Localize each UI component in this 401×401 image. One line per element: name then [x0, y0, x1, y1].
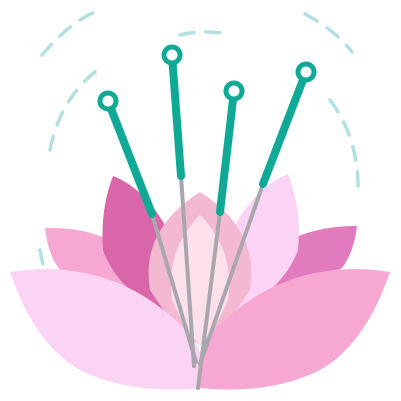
needle-1	[97, 90, 198, 364]
needle-4	[198, 61, 317, 366]
petal-front-right	[198, 269, 390, 390]
needle-ring	[97, 90, 119, 112]
needle-handle	[216, 95, 237, 216]
needle-handle	[259, 76, 307, 188]
needle-handle	[107, 105, 156, 218]
needle-ring	[161, 44, 183, 66]
dashed-arc-right	[328, 98, 360, 197]
front-petals	[10, 269, 390, 390]
needle-shaft	[198, 182, 265, 366]
petal-front-left	[10, 269, 202, 390]
dashed-arc-top-left	[40, 10, 97, 57]
needle-shaft	[179, 174, 196, 368]
dashed-arc-top-right	[303, 12, 354, 54]
needle-shaft	[150, 212, 198, 364]
needle-handle	[168, 59, 185, 180]
needle-ring	[223, 80, 245, 102]
acupuncture-needles	[97, 44, 317, 390]
needle-2	[161, 44, 196, 368]
needle-ring	[295, 61, 317, 83]
dashed-arc-top	[178, 30, 224, 37]
dashed-arc-left	[48, 70, 97, 152]
